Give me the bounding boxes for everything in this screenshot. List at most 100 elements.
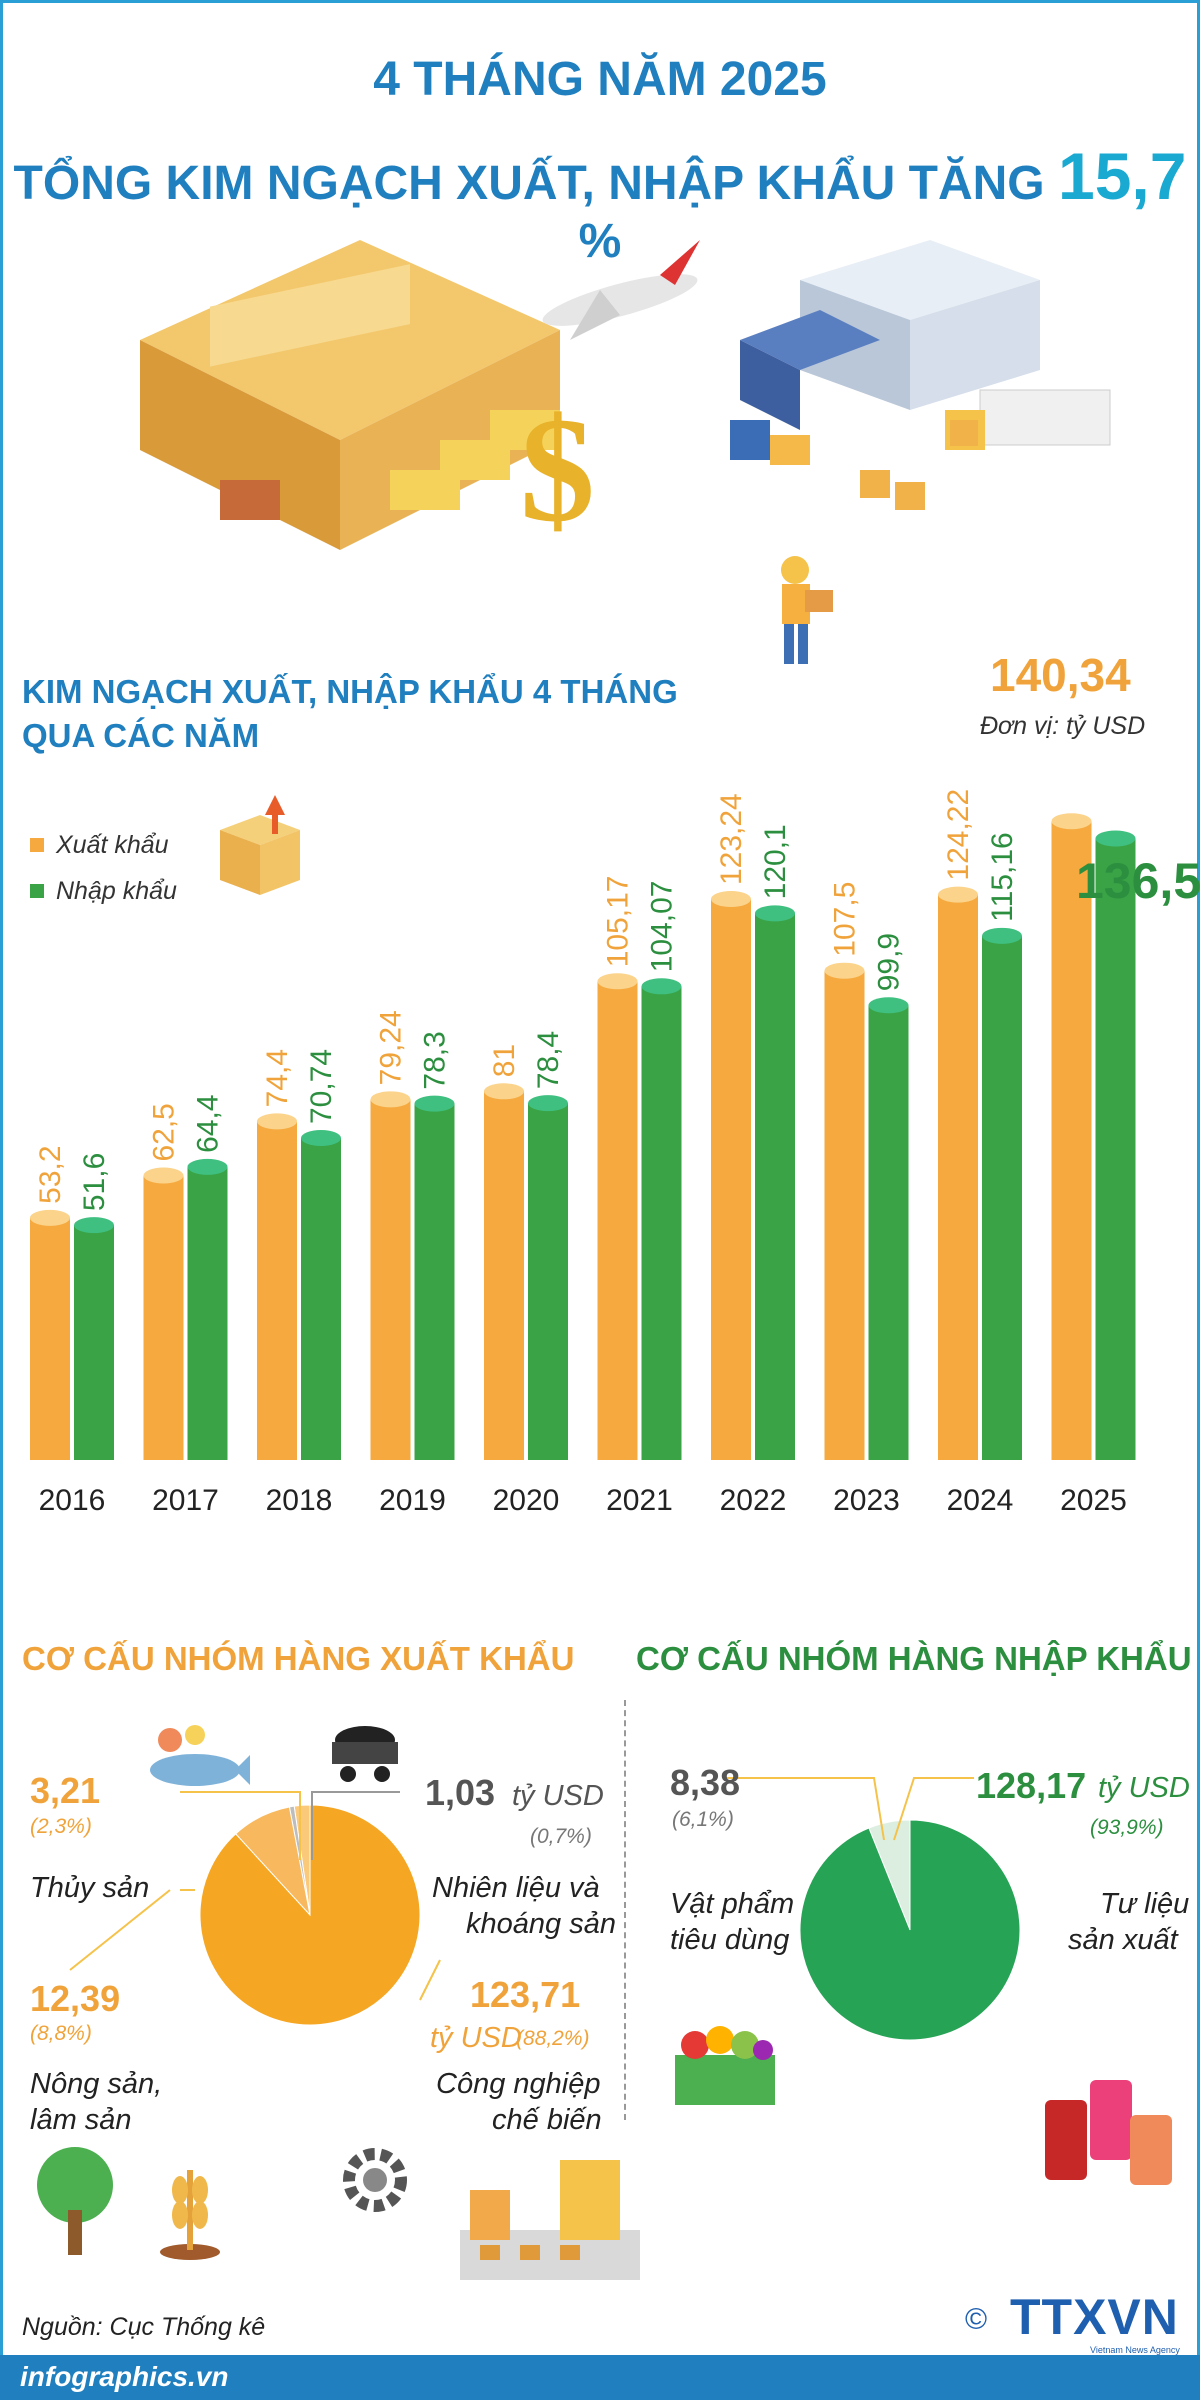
export-bar-cap bbox=[370, 1091, 411, 1108]
export-value-label: 105,17 bbox=[602, 876, 635, 968]
export-bar-cap bbox=[711, 891, 751, 908]
import-bar bbox=[982, 935, 1022, 1460]
agency-logo: TTXVN bbox=[1010, 2289, 1179, 2345]
import-bar-cap bbox=[1095, 830, 1136, 847]
legend-item-export: Xuất khẩu bbox=[30, 822, 177, 868]
export-fuel-label-2: khoáng sản bbox=[466, 1908, 616, 1940]
x-axis-year-label: 2021 bbox=[606, 1484, 673, 1517]
import-bar bbox=[528, 1103, 568, 1460]
export-agri-label-1: Nông sản, bbox=[30, 2068, 163, 2100]
export-leader-lines bbox=[69, 1791, 441, 2001]
import-value-label: 51,6 bbox=[78, 1153, 111, 1211]
import-bar-cap bbox=[414, 1095, 455, 1112]
export-bar-cap bbox=[824, 962, 865, 979]
export-fuel-label-1: Nhiên liệu và bbox=[432, 1872, 600, 1904]
headline-suffix: % bbox=[578, 215, 622, 268]
export-value-label: 79,24 bbox=[375, 1010, 408, 1085]
export-manufacturing-pct: (88,2%) bbox=[516, 2027, 590, 2050]
source-note: Nguồn: Cục Thống kê bbox=[22, 2313, 266, 2341]
x-axis-year-label: 2019 bbox=[379, 1484, 446, 1517]
import-value-label: 115,16 bbox=[986, 832, 1019, 922]
warehouse-icon bbox=[140, 240, 560, 550]
export-value-label: 124,22 bbox=[942, 789, 975, 881]
import-bar-cap bbox=[74, 1217, 114, 1234]
trade-illustration: $ bbox=[140, 240, 1111, 664]
import-bar-cap bbox=[301, 1130, 341, 1147]
x-axis-year-label: 2025 bbox=[1060, 1484, 1127, 1517]
export-value-label: 53,2 bbox=[34, 1145, 67, 1203]
import-production-value: 128,17 bbox=[976, 1765, 1087, 1806]
import-production-label-2: sản xuất bbox=[1068, 1924, 1178, 1956]
import-production-unit: tỷ USD bbox=[1098, 1772, 1190, 1804]
legend-label-export: Xuất khẩu bbox=[56, 830, 169, 859]
import-2025-value-label: 136,55 bbox=[1076, 853, 1200, 909]
import-bar-cap bbox=[868, 997, 909, 1014]
export-bar bbox=[938, 894, 978, 1460]
import-bar bbox=[1095, 838, 1136, 1460]
import-bar-cap bbox=[755, 905, 795, 922]
forklift-icon bbox=[730, 420, 810, 465]
import-bar bbox=[301, 1138, 341, 1460]
export-manufacturing-label-1: Công nghiệp bbox=[436, 2068, 601, 2100]
truck-fleet-icon bbox=[390, 410, 560, 510]
chart-legend: Xuất khẩu Nhập khẩu bbox=[30, 822, 177, 914]
import-production-label-1: Tư liệu bbox=[1100, 1888, 1190, 1920]
export-agri-label-2: lâm sản bbox=[30, 2104, 132, 2136]
export-bar-cap bbox=[597, 973, 638, 990]
fish-icon bbox=[150, 1725, 250, 1786]
x-axis-year-label: 2024 bbox=[947, 1484, 1014, 1517]
agency-logo-subtitle: Vietnam News Agency bbox=[1090, 2345, 1180, 2355]
box-icon bbox=[220, 795, 300, 895]
export-manufacturing-value: 123,71 bbox=[470, 1974, 581, 2015]
x-axis-year-label: 2023 bbox=[833, 1484, 900, 1517]
trade-bar-chart: 53,2 51,6 2016 62,5 64,4 2017 74,4 70,74 2018 79,… bbox=[30, 789, 1136, 1517]
import-value-label: 104,07 bbox=[646, 881, 679, 973]
import-bar bbox=[755, 913, 795, 1460]
import-bar-cap bbox=[187, 1158, 228, 1175]
export-manufacturing-label-2: chế biến bbox=[492, 2104, 602, 2136]
export-value-label: 107,5 bbox=[829, 882, 862, 957]
import-production-pct: (93,9%) bbox=[1090, 1816, 1164, 1839]
worker-icon bbox=[781, 556, 833, 664]
import-consumer-label-2: tiêu dùng bbox=[670, 1924, 790, 1956]
headline-prefix: TỔNG KIM NGẠCH XUẤT, NHẬP KHẨU TĂNG bbox=[13, 157, 1058, 210]
import-bar bbox=[641, 986, 682, 1460]
import-bar bbox=[868, 1005, 909, 1460]
section-divider bbox=[624, 1700, 626, 2120]
export-value-label: 123,24 bbox=[715, 793, 748, 885]
x-axis-year-label: 2016 bbox=[39, 1484, 106, 1517]
thread-spools-icon bbox=[1045, 2080, 1172, 2185]
export-bar-cap bbox=[938, 886, 978, 903]
export-fuel-pct: (0,7%) bbox=[530, 1825, 592, 1848]
export-fuel-unit: tỷ USD bbox=[512, 1780, 604, 1812]
factory-line-icon bbox=[460, 2160, 640, 2280]
import-bar bbox=[74, 1225, 114, 1460]
export-bar bbox=[143, 1175, 184, 1460]
x-axis-year-label: 2017 bbox=[152, 1484, 219, 1517]
export-manufacturing-unit: tỷ USD bbox=[430, 2022, 522, 2054]
export-value-label: 62,5 bbox=[148, 1103, 181, 1161]
export-fuel-value: 1,03 bbox=[425, 1772, 496, 1813]
export-bar-cap bbox=[1051, 813, 1092, 830]
x-axis-year-label: 2018 bbox=[266, 1484, 333, 1517]
import-value-label: 78,4 bbox=[532, 1031, 565, 1089]
headline-growth-value: 15,7 bbox=[1057, 139, 1187, 213]
export-structure-title: CƠ CẤU NHÓM HÀNG XUẤT KHẨU bbox=[22, 1640, 575, 1677]
export-seafood-pct: (2,3%) bbox=[30, 1815, 92, 1838]
pie-slice bbox=[199, 1804, 421, 2026]
unit-label: Đơn vị: tỷ USD bbox=[980, 712, 1146, 740]
export-value-label: 81 bbox=[488, 1044, 521, 1077]
import-value-label: 78,3 bbox=[419, 1031, 452, 1089]
export-bar bbox=[1051, 821, 1092, 1460]
export-2025-value-label: 140,34 bbox=[990, 649, 1131, 701]
import-value-label: 70,74 bbox=[305, 1049, 338, 1124]
import-consumer-label-1: Vật phẩm bbox=[670, 1888, 795, 1920]
vegetable-basket-icon bbox=[675, 2026, 775, 2105]
legend-swatch-import bbox=[30, 884, 44, 898]
export-bar bbox=[824, 970, 865, 1460]
footer-bar bbox=[0, 2355, 1200, 2400]
site-url: infographics.vn bbox=[20, 2361, 229, 2392]
gear-icon bbox=[343, 2148, 407, 2212]
import-bar-cap bbox=[641, 978, 682, 995]
export-bar-cap bbox=[30, 1209, 70, 1226]
